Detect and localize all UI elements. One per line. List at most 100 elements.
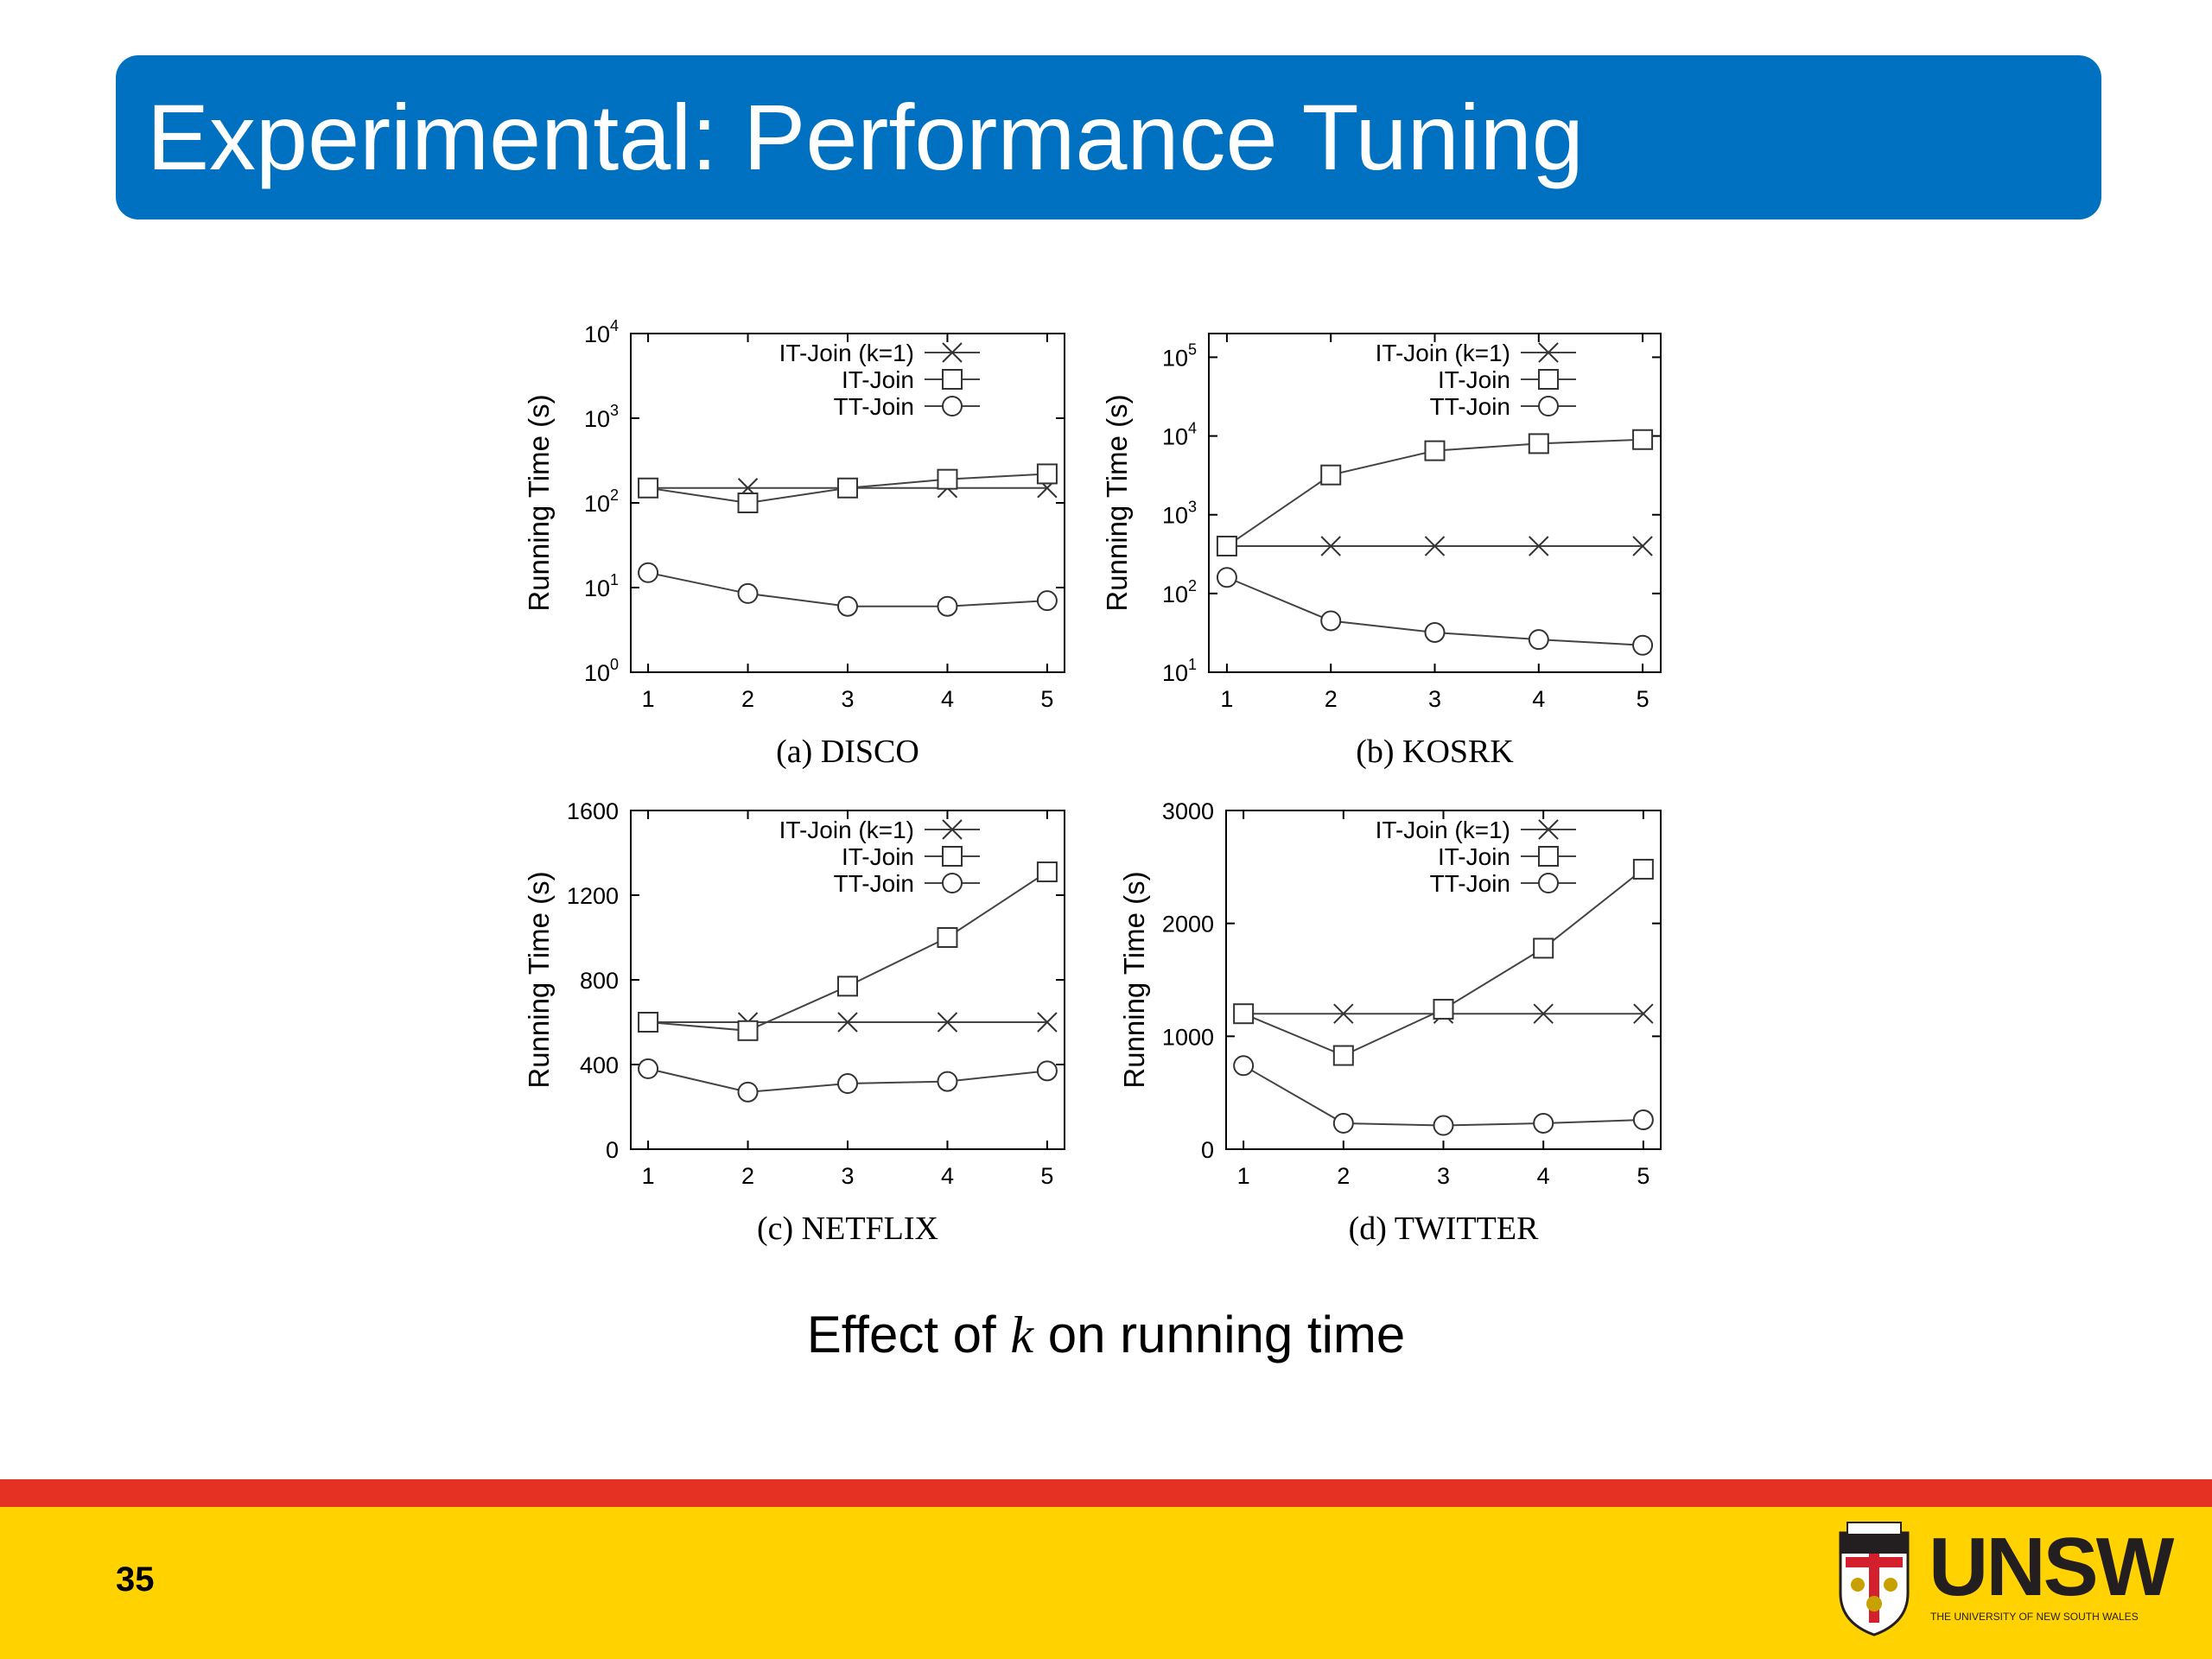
data-point-x bbox=[1633, 1003, 1654, 1024]
data-point-circle bbox=[937, 595, 958, 617]
data-point-square bbox=[1632, 429, 1654, 450]
y-tick-label: 1200 bbox=[567, 883, 619, 909]
data-point-square bbox=[942, 846, 963, 867]
series-3 bbox=[1216, 567, 1654, 656]
figure-caption-variable: k bbox=[1010, 1306, 1034, 1363]
data-point-x bbox=[1037, 1012, 1058, 1033]
data-point-square bbox=[1632, 858, 1654, 880]
data-point-circle bbox=[1233, 1055, 1255, 1077]
y-tick-label: 1000 bbox=[1162, 1024, 1214, 1050]
y-tick-label: 102 bbox=[1162, 577, 1197, 607]
legend-label: TT-Join bbox=[834, 393, 914, 420]
data-point-circle bbox=[937, 1071, 958, 1092]
y-axis-label: Running Time (s) bbox=[523, 871, 555, 1088]
y-tick-base: 10 bbox=[584, 491, 610, 517]
data-point-x bbox=[1538, 342, 1559, 363]
data-point-circle bbox=[1216, 567, 1237, 588]
data-point-circle bbox=[837, 595, 858, 617]
y-tick-exponent: 0 bbox=[610, 656, 619, 673]
data-point-x bbox=[1533, 1003, 1554, 1024]
x-tick-label: 3 bbox=[841, 686, 854, 712]
y-tick-label: 104 bbox=[584, 317, 619, 347]
x-tick-label: 5 bbox=[1637, 1163, 1649, 1189]
y-tick-label: 101 bbox=[1162, 656, 1197, 686]
data-point-x bbox=[1320, 536, 1341, 556]
data-point-square bbox=[837, 477, 858, 499]
y-tick-label: 100 bbox=[584, 656, 619, 686]
series-3 bbox=[638, 562, 1058, 617]
data-point-square bbox=[1533, 938, 1554, 959]
x-tick-label: 4 bbox=[1537, 1163, 1550, 1189]
legend-label: IT-Join (k=1) bbox=[1376, 817, 1510, 843]
x-tick-label: 3 bbox=[1437, 1163, 1450, 1189]
y-tick-exponent: 4 bbox=[1188, 420, 1197, 437]
series-3 bbox=[638, 1058, 1058, 1103]
unsw-wordmark: UNSW bbox=[1929, 1521, 2174, 1613]
data-point-square bbox=[638, 477, 659, 499]
y-tick-label: 0 bbox=[606, 1137, 619, 1163]
data-point-circle bbox=[638, 562, 659, 583]
data-point-x bbox=[837, 1012, 858, 1033]
data-point-x bbox=[1333, 1003, 1354, 1024]
y-tick-base: 10 bbox=[1162, 503, 1188, 529]
series-2 bbox=[1216, 429, 1654, 556]
y-tick-label: 103 bbox=[584, 402, 619, 432]
data-point-x bbox=[1424, 536, 1446, 556]
data-point-circle bbox=[737, 582, 759, 604]
x-tick-label: 2 bbox=[741, 1163, 754, 1189]
title-bar: Experimental: Performance Tuning bbox=[116, 55, 2101, 219]
subplot-caption: (d) TWITTER bbox=[1349, 1211, 1539, 1247]
y-tick-label: 101 bbox=[584, 571, 619, 601]
y-tick-label: 1600 bbox=[567, 798, 619, 824]
x-tick-label: 1 bbox=[1237, 1163, 1250, 1189]
data-point-circle bbox=[1528, 629, 1549, 651]
legend-label: TT-Join bbox=[834, 870, 914, 897]
x-tick-label: 4 bbox=[941, 686, 954, 712]
data-point-circle bbox=[1036, 590, 1058, 612]
y-tick-base: 10 bbox=[1162, 424, 1188, 450]
data-point-circle bbox=[1424, 621, 1446, 643]
data-point-square bbox=[1528, 433, 1549, 454]
y-tick-exponent: 2 bbox=[1188, 577, 1197, 594]
data-point-square bbox=[1233, 1003, 1255, 1025]
x-tick-label: 1 bbox=[642, 1163, 655, 1189]
series-1 bbox=[1217, 536, 1653, 556]
legend-label: TT-Join bbox=[1430, 393, 1510, 420]
y-axis-label: Running Time (s) bbox=[1118, 871, 1150, 1088]
y-tick-exponent: 2 bbox=[610, 486, 619, 504]
data-point-square bbox=[638, 1012, 659, 1033]
y-axis-label: Running Time (s) bbox=[1101, 394, 1133, 611]
data-point-square bbox=[942, 369, 963, 390]
x-tick-label: 5 bbox=[1637, 686, 1649, 712]
data-point-x bbox=[1632, 536, 1653, 556]
x-tick-label: 1 bbox=[1220, 686, 1233, 712]
legend-label: IT-Join (k=1) bbox=[779, 340, 914, 366]
figure-caption-prefix: Effect of bbox=[806, 1306, 1011, 1363]
legend-label: IT-Join bbox=[842, 843, 914, 870]
data-point-x bbox=[942, 819, 963, 840]
legend-label: IT-Join (k=1) bbox=[779, 817, 914, 843]
data-point-circle bbox=[1538, 873, 1559, 893]
x-tick-label: 2 bbox=[1337, 1163, 1350, 1189]
data-point-square bbox=[1216, 535, 1237, 556]
y-tick-exponent: 3 bbox=[1188, 499, 1197, 516]
y-tick-exponent: 3 bbox=[610, 402, 619, 419]
data-point-x bbox=[1529, 536, 1549, 556]
data-point-circle bbox=[1632, 634, 1654, 656]
legend-label: IT-Join (k=1) bbox=[1376, 340, 1510, 366]
data-point-square bbox=[937, 468, 958, 490]
subplot-caption: (a) DISCO bbox=[776, 734, 919, 770]
data-point-circle bbox=[1320, 610, 1342, 632]
figure-caption-suffix: on running time bbox=[1033, 1306, 1406, 1363]
x-tick-label: 3 bbox=[1428, 686, 1441, 712]
data-point-circle bbox=[1036, 1060, 1058, 1082]
subplot-caption: (b) KOSRK bbox=[1356, 734, 1514, 770]
series-line bbox=[1243, 868, 1644, 1057]
footer-red-stripe bbox=[0, 1479, 2212, 1507]
data-point-square bbox=[1424, 440, 1446, 461]
y-tick-base: 10 bbox=[1162, 660, 1188, 686]
